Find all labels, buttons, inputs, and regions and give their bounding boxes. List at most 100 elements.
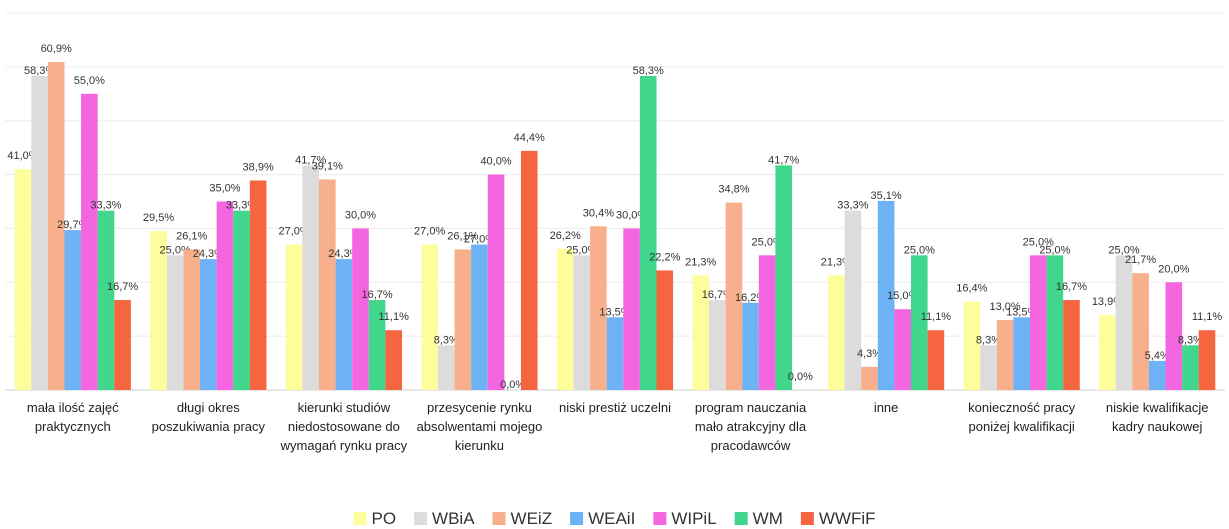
data-label: 25,0%	[752, 236, 783, 248]
data-label: 33,3%	[226, 200, 257, 212]
bar	[692, 275, 710, 390]
data-label: 16,7%	[361, 289, 392, 301]
bar	[14, 169, 32, 390]
bar	[861, 366, 878, 390]
bar	[725, 202, 743, 390]
legend-label: WM	[753, 509, 783, 528]
bar	[114, 300, 131, 390]
bar	[1013, 317, 1030, 390]
bar	[590, 226, 607, 390]
bar	[623, 228, 640, 390]
data-label: 16,7%	[702, 289, 733, 301]
x-tick-label: inne	[873, 400, 899, 415]
data-label: 13,5%	[1006, 306, 1037, 318]
bar	[421, 244, 438, 390]
data-label: 16,7%	[107, 281, 138, 293]
data-label: 58,3%	[633, 65, 664, 77]
data-label: 16,2%	[735, 292, 766, 304]
x-tick-label: mała ilość zajęć praktycznych	[26, 400, 119, 434]
bar	[368, 300, 386, 390]
x-tick-label-box: niski prestiż uczelni	[558, 400, 671, 415]
data-label: 21,3%	[685, 256, 716, 268]
bar	[911, 255, 928, 390]
x-tick-label: niski prestiż uczelni	[558, 400, 671, 415]
data-label: 40,0%	[480, 156, 511, 168]
data-label: 55,0%	[74, 75, 105, 87]
bar	[302, 165, 319, 390]
x-tick-label-box: kierunki studiów niedostosowane do wymag…	[280, 400, 408, 453]
data-label: 30,4%	[583, 207, 614, 219]
x-tick-label: niskie kwalifikacje kadry naukowej	[1105, 400, 1209, 434]
bar	[1165, 282, 1183, 390]
bar	[1099, 315, 1116, 390]
bar	[980, 345, 997, 390]
bar	[775, 165, 793, 390]
x-tick-label: przesycenie rynku absolwentami mojego ki…	[416, 400, 543, 453]
x-tick-label-box: mała ilość zajęć praktycznych	[26, 400, 119, 434]
data-label: 30,0%	[616, 209, 647, 221]
data-label: 13,9%	[1092, 296, 1123, 308]
bar	[1148, 360, 1166, 390]
data-label: 29,5%	[143, 212, 174, 224]
bar	[335, 259, 353, 390]
bar	[709, 300, 726, 390]
data-label: 5,4%	[1145, 350, 1170, 362]
x-tick-label: kierunki studiów niedostosowane do wymag…	[280, 400, 408, 453]
data-label: 15,0%	[887, 290, 918, 302]
legend-label: WEAiI	[588, 509, 635, 528]
data-label: 33,3%	[837, 200, 868, 212]
x-tick-label-box: niskie kwalifikacje kadry naukowej	[1105, 400, 1209, 434]
data-label: 16,4%	[956, 283, 987, 295]
bar	[487, 174, 505, 390]
data-label: 21,7%	[1125, 254, 1156, 266]
bar	[97, 210, 115, 390]
data-label: 4,3%	[857, 348, 882, 360]
bar	[150, 231, 167, 390]
data-label: 29,7%	[57, 219, 88, 231]
x-tick-label-box: przesycenie rynku absolwentami mojego ki…	[416, 400, 543, 453]
legend-label: WBiA	[432, 509, 475, 528]
data-label: 0,0%	[500, 379, 525, 391]
data-label: 11,1%	[1192, 311, 1223, 323]
x-tick-label-box: konieczność pracy poniżej kwalifikacji	[968, 400, 1075, 434]
bar	[573, 255, 591, 390]
data-label: 41,7%	[295, 154, 326, 166]
legend-label: WWFiF	[819, 509, 876, 528]
data-label: 27,0%	[278, 226, 309, 238]
bar	[556, 248, 574, 390]
data-label: 21,3%	[821, 256, 852, 268]
data-label: 26,1%	[176, 230, 207, 242]
bar	[471, 244, 488, 390]
data-label: 41,7%	[768, 154, 799, 166]
data-label: 11,1%	[921, 311, 952, 323]
data-label: 38,9%	[243, 161, 274, 173]
bar	[606, 317, 624, 390]
data-label: 8,3%	[1178, 334, 1203, 346]
bar	[64, 230, 82, 390]
legend-label: WEiZ	[511, 509, 553, 528]
x-tick-label-box: inne	[873, 400, 899, 415]
data-label: 25,0%	[904, 244, 935, 256]
data-label: 22,2%	[649, 251, 680, 263]
bar	[385, 330, 402, 390]
bar	[758, 255, 776, 390]
legend-swatch	[353, 512, 367, 525]
data-label: 41,0%	[7, 150, 38, 162]
bar	[1063, 300, 1080, 390]
bar	[318, 179, 336, 390]
legend-swatch	[734, 512, 748, 525]
legend-label: WIPiL	[671, 509, 716, 528]
bar	[166, 255, 184, 390]
data-label: 27,0%	[414, 226, 445, 238]
data-label: 44,4%	[514, 132, 545, 144]
bar	[927, 330, 945, 390]
data-label: 35,0%	[209, 183, 240, 195]
bar	[1046, 255, 1064, 390]
bar	[1132, 273, 1149, 390]
legend-swatch	[492, 512, 506, 525]
x-tick-label: długi okres poszukiwania pracy	[151, 400, 266, 434]
data-label: 60,9%	[41, 43, 72, 55]
data-label: 25,0%	[1039, 244, 1070, 256]
